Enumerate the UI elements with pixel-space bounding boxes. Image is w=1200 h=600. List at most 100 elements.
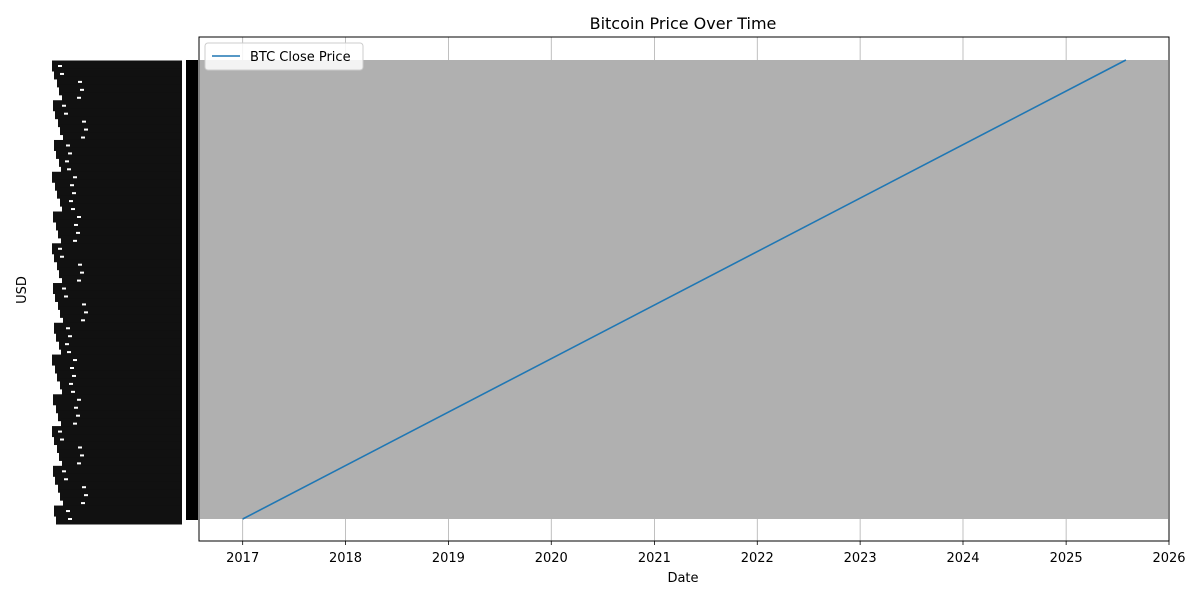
y-tick-label-gap bbox=[62, 470, 66, 473]
y-tick-label-gap bbox=[74, 406, 78, 409]
y-tick-label-overlap bbox=[53, 211, 182, 223]
y-tick-label-gap bbox=[77, 398, 81, 401]
y-tick-label-overlap bbox=[59, 155, 182, 167]
y-tick-label-gap bbox=[71, 208, 75, 211]
y-tick-label-gap bbox=[81, 136, 85, 139]
y-tick-label-gap bbox=[81, 319, 85, 322]
y-tick-label-overlap bbox=[53, 465, 182, 477]
y-tick-label-overlap bbox=[61, 418, 182, 430]
y-tick-label-overlap bbox=[60, 195, 182, 207]
y-tick-label-gap bbox=[77, 216, 81, 218]
y-tick-label-gap bbox=[71, 390, 75, 393]
y-tick-label-gap bbox=[72, 374, 76, 377]
y-tick-label-overlap bbox=[59, 267, 182, 279]
y-tick-label-gap bbox=[62, 287, 66, 290]
y-tick-label-overlap bbox=[52, 243, 182, 255]
y-tick-label-overlap bbox=[62, 92, 182, 104]
y-tick-label-gap bbox=[60, 255, 64, 258]
y-tick-label-gap bbox=[60, 438, 64, 441]
y-tick-label-gap bbox=[82, 303, 86, 306]
y-tick-label-gap bbox=[72, 192, 76, 195]
y-tick-label-overlap bbox=[54, 68, 182, 80]
y-tick-label-overlap bbox=[61, 235, 182, 247]
legend-label: BTC Close Price bbox=[250, 50, 351, 65]
y-tick-label-overlap bbox=[54, 505, 182, 517]
y-tick-label-gap bbox=[84, 128, 88, 131]
y-tick-label-overlap bbox=[60, 489, 182, 501]
y-tick-labels-block bbox=[52, 60, 198, 525]
y-tick-label-overlap bbox=[54, 139, 182, 151]
y-tick-label-overlap bbox=[58, 116, 182, 128]
y-tick-label-overlap bbox=[60, 306, 182, 318]
y-tick-label-gap bbox=[58, 430, 62, 433]
y-tick-label-gap bbox=[82, 486, 86, 489]
y-tick-label-overlap bbox=[54, 251, 182, 263]
x-tick-label: 2026 bbox=[1152, 551, 1185, 566]
y-tick-label-overlap bbox=[54, 434, 182, 446]
y-tick-label-gap bbox=[67, 168, 71, 171]
y-tick-label-gap bbox=[73, 239, 77, 242]
y-tick-label-gap bbox=[74, 223, 78, 226]
y-tick-label-overlap bbox=[59, 449, 182, 461]
y-tick-label-gap bbox=[76, 231, 80, 234]
y-tick-label-overlap bbox=[63, 132, 182, 144]
y-tick-label-gap bbox=[64, 295, 68, 298]
x-tick-label: 2023 bbox=[844, 551, 877, 566]
y-tick-label-overlap bbox=[59, 338, 182, 350]
y-tick-label-gap bbox=[68, 152, 72, 155]
y-tick-label-overlap bbox=[62, 457, 182, 469]
y-tick-label-gap bbox=[68, 335, 72, 338]
y-tick-label-overlap bbox=[52, 171, 182, 183]
y-tick-label-gap bbox=[66, 144, 70, 147]
y-tick-label-overlap bbox=[54, 322, 182, 334]
y-tick-label-gap bbox=[84, 494, 88, 497]
y-tick-label-overlap bbox=[55, 179, 182, 191]
y-tick-label-overlap bbox=[63, 497, 182, 509]
x-tick-label: 2017 bbox=[226, 551, 259, 566]
y-tick-marks-block bbox=[186, 60, 198, 520]
y-tick-label-gap bbox=[80, 88, 84, 91]
y-tick-label-overlap bbox=[57, 187, 182, 199]
y-tick-label-gap bbox=[64, 478, 68, 481]
y-tick-label-overlap bbox=[57, 441, 182, 453]
y-tick-label-overlap bbox=[57, 259, 182, 271]
y-tick-label-gap bbox=[65, 160, 69, 163]
y-tick-label-gap bbox=[69, 200, 73, 203]
y-tick-label-overlap bbox=[60, 378, 182, 390]
x-tick-label: 2018 bbox=[329, 551, 362, 566]
y-tick-label-overlap bbox=[61, 346, 182, 358]
x-axis-ticks: 2017 2018 2019 2020 2021 2022 2023 2024 2025 2026 bbox=[226, 541, 1186, 566]
y-tick-label-overlap bbox=[62, 203, 182, 215]
y-tick-label-gap bbox=[66, 327, 70, 330]
y-tick-label-overlap bbox=[58, 410, 182, 422]
x-tick-label: 2022 bbox=[741, 551, 774, 566]
x-tick-label: 2021 bbox=[638, 551, 671, 566]
y-tick-label-gap bbox=[66, 510, 70, 513]
y-axis-label: USD bbox=[15, 276, 30, 304]
y-tick-label-overlap bbox=[57, 76, 182, 88]
y-tick-label-gap bbox=[77, 96, 81, 99]
y-tick-label-overlap bbox=[55, 290, 182, 302]
y-tick-label-overlap bbox=[62, 275, 182, 287]
y-tick-label-gap bbox=[60, 72, 64, 75]
y-tick-label-overlap bbox=[60, 124, 182, 136]
plot-frame bbox=[198, 36, 1170, 542]
y-tick-label-gap bbox=[84, 311, 88, 314]
y-tick-label-overlap bbox=[58, 481, 182, 493]
y-tick-label-gap bbox=[62, 104, 66, 107]
y-tick-label-overlap bbox=[56, 402, 182, 414]
y-tick-label-overlap bbox=[58, 227, 182, 239]
y-tick-label-overlap bbox=[61, 163, 182, 175]
series-layer bbox=[242, 59, 1127, 520]
y-tick-label-gap bbox=[65, 343, 69, 346]
x-tick-label: 2024 bbox=[946, 551, 979, 566]
x-axis-label: Date bbox=[667, 571, 698, 586]
y-tick-label-overlap bbox=[56, 513, 182, 525]
y-tick-label-gap bbox=[58, 247, 62, 250]
y-tick-label-overlap bbox=[62, 386, 182, 398]
x-tick-label: 2025 bbox=[1050, 551, 1083, 566]
y-tick-label-overlap bbox=[52, 426, 182, 438]
y-tick-label-gap bbox=[70, 367, 74, 369]
